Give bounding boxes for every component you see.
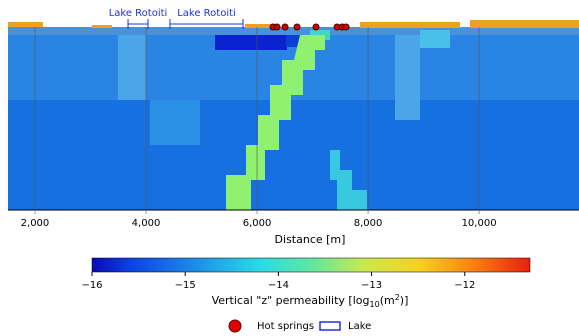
x-axis-label: Distance [m] bbox=[275, 233, 346, 246]
lake-label: Lake Rotoiti bbox=[109, 8, 168, 19]
x-tick-label: 4,000 bbox=[132, 218, 161, 229]
lake-label: Lake Rotoiti bbox=[177, 8, 236, 19]
label-part: )] bbox=[400, 294, 409, 307]
label-sub: 10 bbox=[370, 300, 380, 309]
legend-label: Hot springs bbox=[257, 321, 314, 332]
colorbar-tick-label: −15 bbox=[175, 280, 196, 291]
label-sup: 2 bbox=[395, 293, 400, 302]
legend-hot-spring-icon bbox=[228, 319, 242, 333]
lake-span bbox=[169, 19, 244, 29]
colorbar bbox=[91, 257, 531, 273]
x-tick-label: 8,000 bbox=[354, 218, 383, 229]
hot-spring bbox=[281, 23, 289, 31]
x-tick-label: 2,000 bbox=[21, 218, 50, 229]
legend-lake-icon bbox=[319, 321, 341, 331]
x-tick-label: 10,000 bbox=[462, 218, 497, 229]
label-part: (m bbox=[380, 294, 395, 307]
colorbar-tick-label: −13 bbox=[361, 280, 382, 291]
colorbar-label: Vertical "z" permeability [log10(m2)] bbox=[212, 293, 409, 309]
hot-spring bbox=[273, 23, 281, 31]
hot-spring bbox=[342, 23, 350, 31]
colorbar-tick-label: −16 bbox=[81, 280, 102, 291]
lake-span bbox=[127, 19, 149, 29]
legend-label: Lake bbox=[348, 321, 371, 332]
hot-spring bbox=[312, 23, 320, 31]
model-section bbox=[8, 20, 579, 210]
colorbar-tick-label: −12 bbox=[454, 280, 475, 291]
colorbar-tick-label: −14 bbox=[268, 280, 289, 291]
label-part: Vertical "z" permeability [log bbox=[212, 294, 370, 307]
hot-spring bbox=[293, 23, 301, 31]
x-tick-label: 6,000 bbox=[243, 218, 272, 229]
